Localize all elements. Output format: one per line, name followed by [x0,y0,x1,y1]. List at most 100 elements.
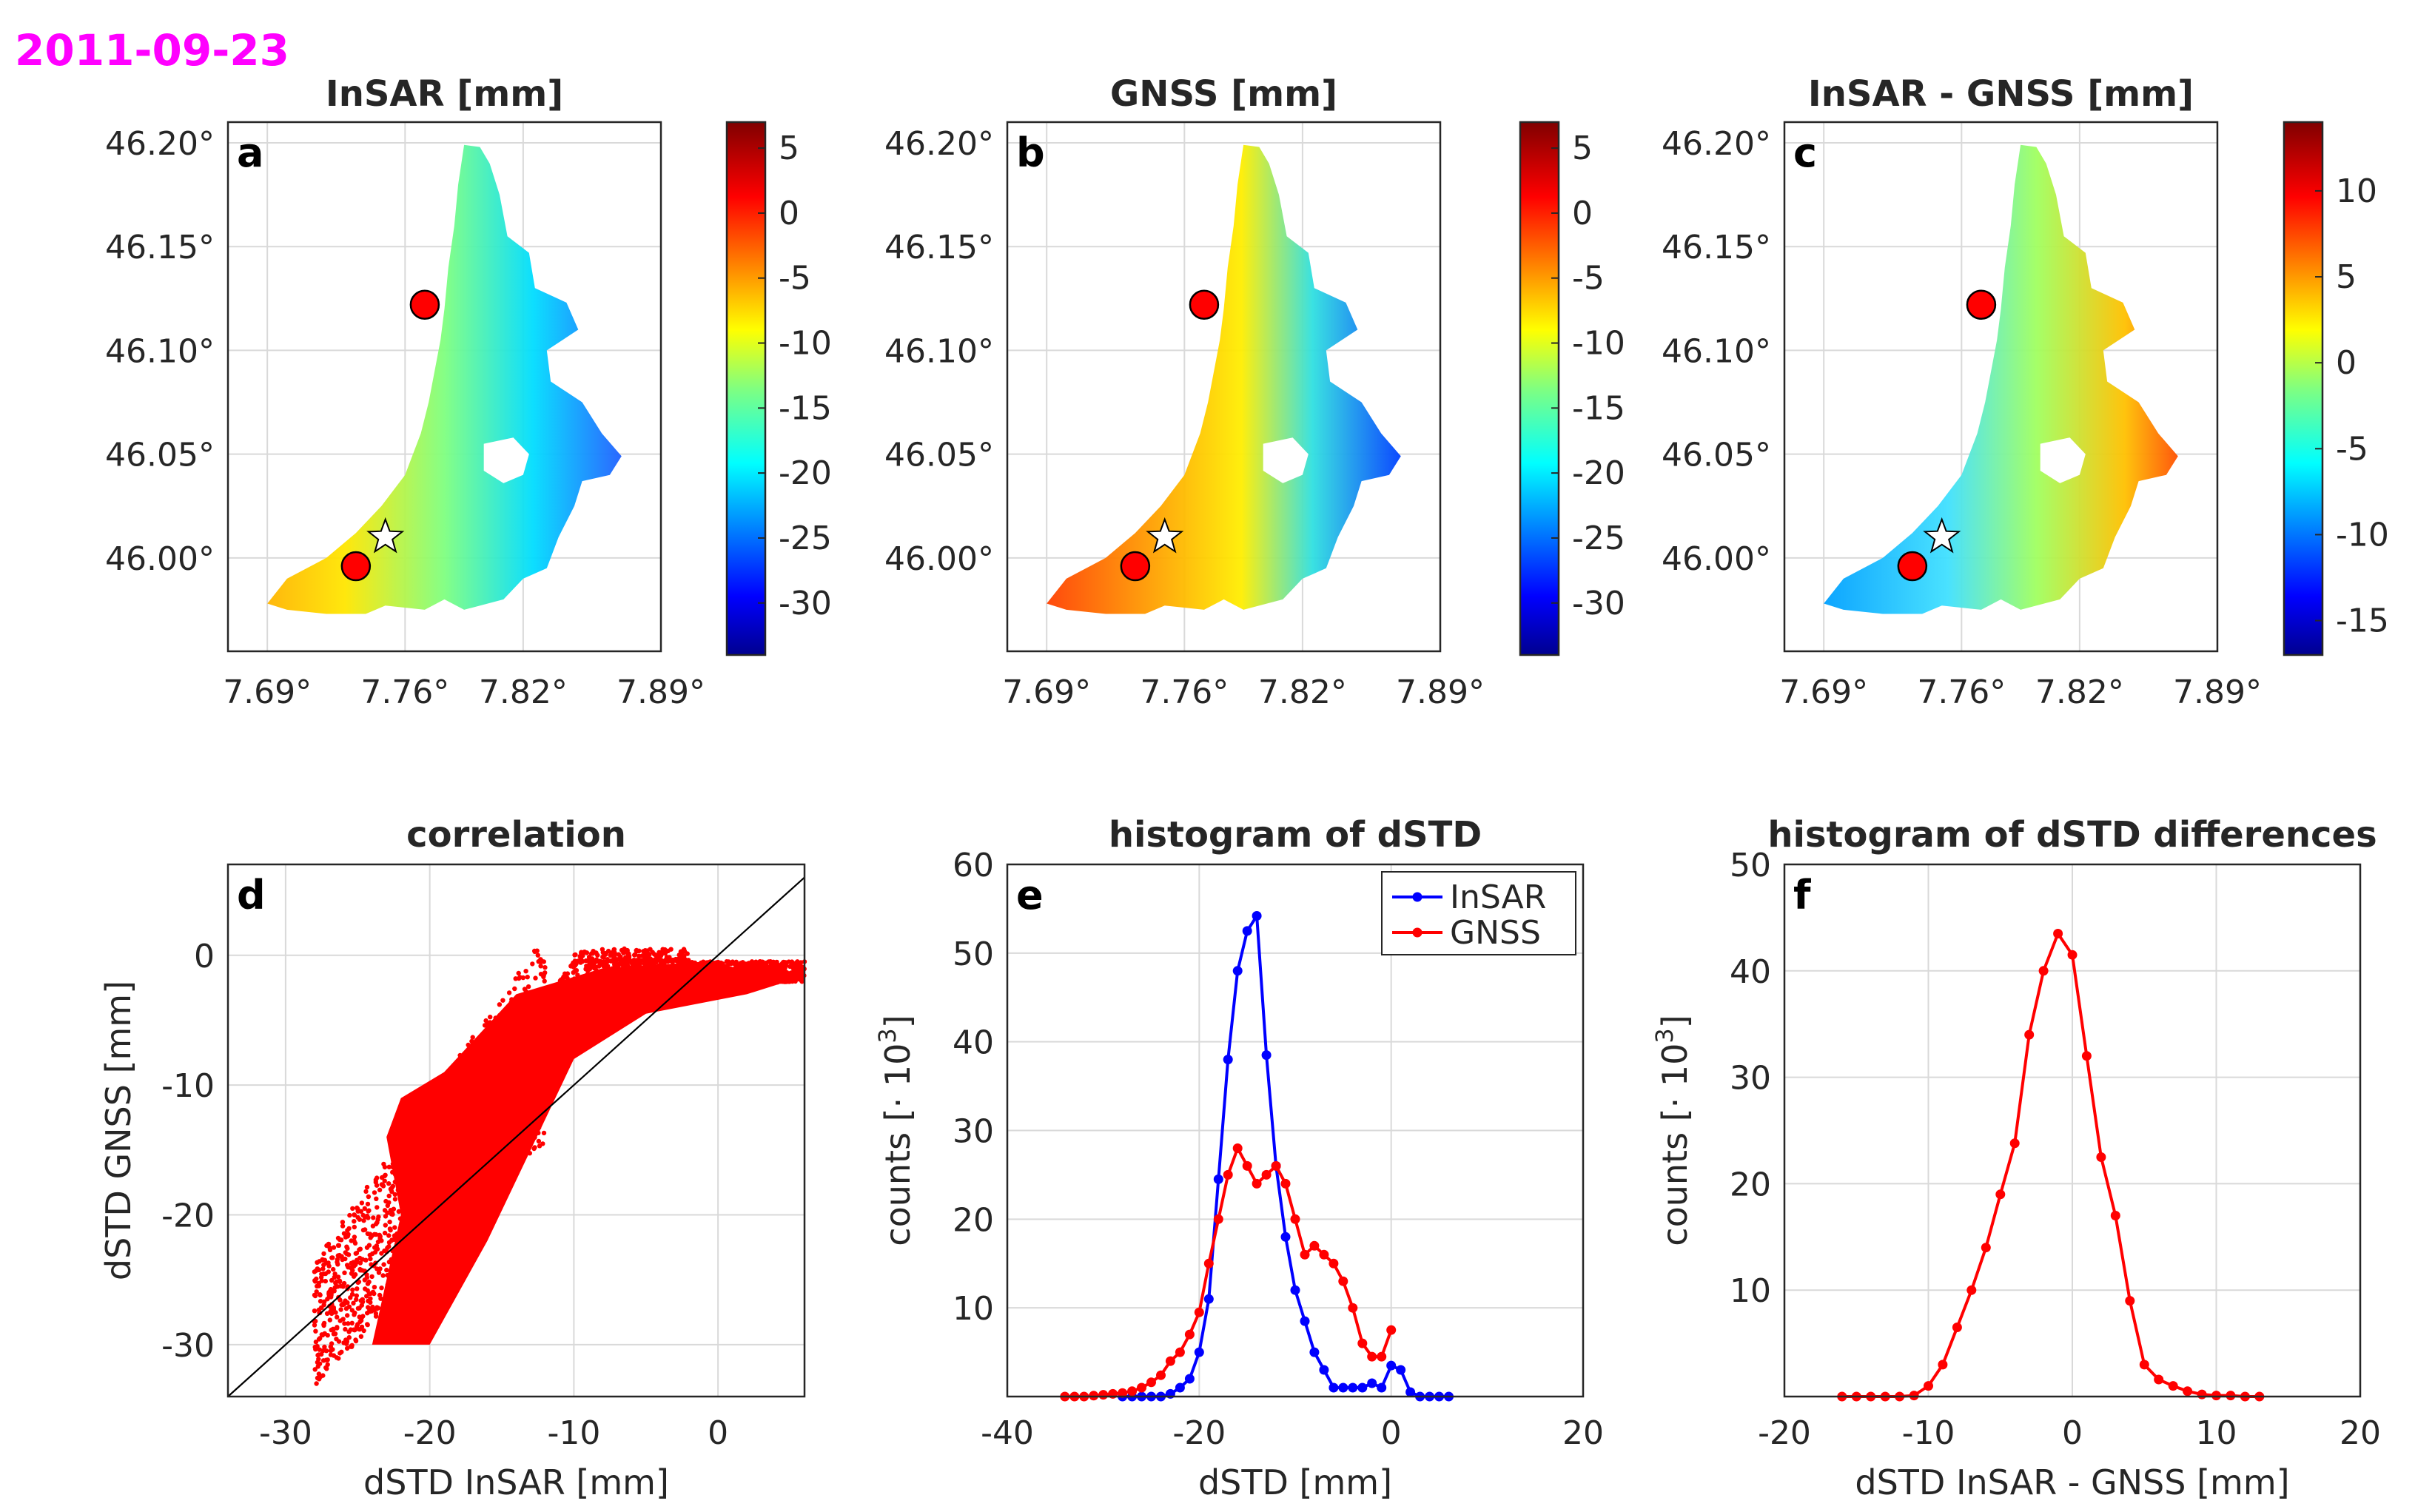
scatter-point [312,1278,318,1283]
scatter-point [352,1219,357,1224]
scatter-point [326,1289,332,1295]
scatter-point [323,1278,328,1284]
y-tick-label: 46.05° [884,437,994,474]
scatter-point [372,1249,378,1255]
scatter-point [312,1293,318,1299]
data-point [1232,966,1243,976]
colorbar-tick-label: -25 [1572,520,1625,557]
scatter-point [637,953,642,958]
data-point [2067,950,2078,960]
y-tick-label: 30 [1730,1060,1771,1098]
scatter-point [623,958,629,964]
y-axis-label-main: counts [· 10 [878,1044,918,1246]
scatter-point [611,954,617,960]
scatter-point [315,1364,320,1369]
scatter-point [362,1206,367,1212]
scatter-point [517,975,523,980]
scatter-point [762,967,767,972]
scatter-point [368,1291,373,1297]
y-tick-label: 46.05° [1662,437,1771,474]
scatter-point [665,948,671,954]
colorbar-tick-label: -20 [1572,454,1625,492]
data-point [1175,1382,1185,1393]
scatter-point [756,963,761,969]
scatter-point [588,951,594,956]
scatter-point [382,1178,387,1183]
scatter-point [357,1266,363,1272]
data-point [1290,1285,1300,1295]
scatter-point [354,1251,360,1256]
scatter-point [535,952,540,958]
data-point [2154,1374,2164,1385]
glacier-field [1047,144,1401,614]
colorbar-tick-label: -10 [1572,325,1625,363]
scatter-point [793,978,798,984]
panel-d: -30 -20 -10 0 0 -10 -20 -30 d correlation dSTD InS… [98,814,807,1502]
data-point [1137,1382,1146,1393]
scatter-point [368,1256,373,1262]
scatter-point [335,1257,340,1263]
panel-title: InSAR [mm] [326,73,563,115]
data-point [1357,1338,1368,1348]
scatter-point [337,1237,343,1243]
scatter-point [332,1285,337,1290]
scatter-point [364,1184,370,1190]
scatter-point [331,1245,337,1250]
scatter-point [780,960,785,966]
data-point [1348,1303,1358,1313]
colorbar [1519,121,1560,656]
colorbar-tick-label: 5 [779,130,799,167]
scatter-point [374,1205,380,1210]
y-tick-label: 46.00° [105,540,215,578]
scatter-point [333,1310,338,1315]
scatter-point [386,1181,392,1186]
scatter-point [357,1255,363,1261]
scatter-point [383,1223,388,1228]
data-point [1319,1365,1329,1375]
scatter-point [608,958,614,964]
data-point [1357,1382,1368,1393]
data-point [2197,1389,2207,1400]
data-point [2038,966,2049,976]
scatter-point [350,1287,355,1293]
x-tick-label: 7.89° [2173,673,2262,711]
data-point [1995,1189,2006,1200]
scatter-point [371,1215,376,1220]
legend-entry: InSAR [1450,878,1546,916]
scatter-point [321,1262,326,1268]
scatter-point [357,1247,362,1252]
data-point [1290,1214,1300,1224]
scatter-point [631,958,637,963]
scatter-point [530,961,535,967]
scatter-point [392,1192,397,1197]
station-circle-marker [340,551,372,582]
scatter-point [749,962,754,967]
scatter-point [587,967,593,972]
scatter-density-core [372,961,805,1345]
data-point [1280,1178,1291,1189]
axes-frame [1006,863,1585,1398]
scatter-point [542,978,547,984]
data-point [1271,1160,1281,1171]
scatter-point [331,1266,336,1272]
scatter-point [338,1283,343,1288]
data-point [1386,1325,1397,1335]
y-axis-label: counts [· 103] [873,1015,918,1246]
scatter-point [349,1320,355,1326]
scatter-point [312,1344,318,1350]
axes-frame [1783,121,2219,653]
scatter-point [358,1334,364,1340]
scatter-point [733,959,739,965]
data-point [1348,1382,1358,1393]
scatter-point [377,1234,383,1239]
scatter-point [313,1340,319,1345]
y-tick-label: 10 [1730,1272,1771,1310]
data-point [1098,1390,1109,1400]
scatter-point [500,998,505,1003]
y-tick-label: 46.15° [884,229,994,266]
scatter-point [380,1273,386,1278]
scatter-point [611,947,617,952]
scatter-point [363,1189,369,1195]
scatter-point [384,1267,389,1273]
scatter-point [670,957,676,963]
